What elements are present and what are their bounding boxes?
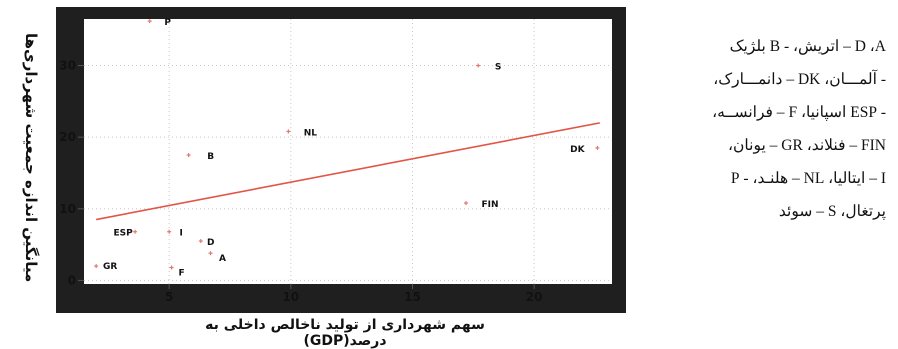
point-label: F xyxy=(179,269,185,279)
x-tick-label: 5 xyxy=(165,290,173,304)
point-label: S xyxy=(495,63,501,73)
legend-line: D ،A – اتریش، - B بلژیک xyxy=(729,38,886,55)
y-tick-label: 0 xyxy=(68,273,76,287)
legend-line: - آلمـــان، DK – دانمـــارک، xyxy=(713,71,886,88)
grid-lines xyxy=(84,19,612,284)
legend-line: پرتغال، S – سوئد xyxy=(778,203,886,220)
y-axis-label: میانگین اندازه جمعیت شهرداری‌ها xyxy=(22,33,40,283)
point-label: NL xyxy=(304,128,318,138)
point-label: P xyxy=(164,18,171,28)
point-label: DK xyxy=(570,145,585,155)
x-tick-label: 20 xyxy=(526,290,543,304)
point-label: I xyxy=(179,229,182,239)
point-label: B xyxy=(207,152,214,162)
data-points: P S NL B DK FIN I ESP DA GR F xyxy=(94,18,600,279)
legend-line: I – ایتالیا، NL – هلنـد، - P xyxy=(730,170,886,187)
regression-line xyxy=(96,122,600,221)
country-legend: D ،A – اتریش، - B بلژیک - آلمـــان، DK – … xyxy=(638,30,886,228)
fit-line-group xyxy=(96,122,600,221)
point-label: FIN xyxy=(481,200,498,210)
y-tick-label: 30 xyxy=(59,59,76,73)
legend-line: - ESP اسپانیا، F – فرانســه، xyxy=(712,104,886,121)
point-label: ESP xyxy=(113,229,133,239)
point-label: D xyxy=(207,238,214,248)
chart-frame: 5 10 15 20 0 10 20 30 P S NL B DK FIN I ESP D A GR F xyxy=(56,7,626,313)
point-label: GR xyxy=(103,262,117,272)
y-tick-label: 10 xyxy=(59,202,76,216)
axis-ticks: 5 10 15 20 0 10 20 30 xyxy=(59,59,542,304)
y-tick-label: 20 xyxy=(59,130,76,144)
scatter-plot: 5 10 15 20 0 10 20 30 P S NL B DK FIN I ESP DA GR F xyxy=(59,18,612,304)
plot-area xyxy=(84,19,612,284)
x-tick-label: 10 xyxy=(282,290,299,304)
x-tick-label: 15 xyxy=(404,290,421,304)
x-axis-label: سهم شهرداری از تولید ناخالص داخلی به درص… xyxy=(205,317,485,349)
legend-line: FIN – فنلاند، GR – یونان، xyxy=(728,137,886,154)
point-label: A xyxy=(219,254,226,264)
